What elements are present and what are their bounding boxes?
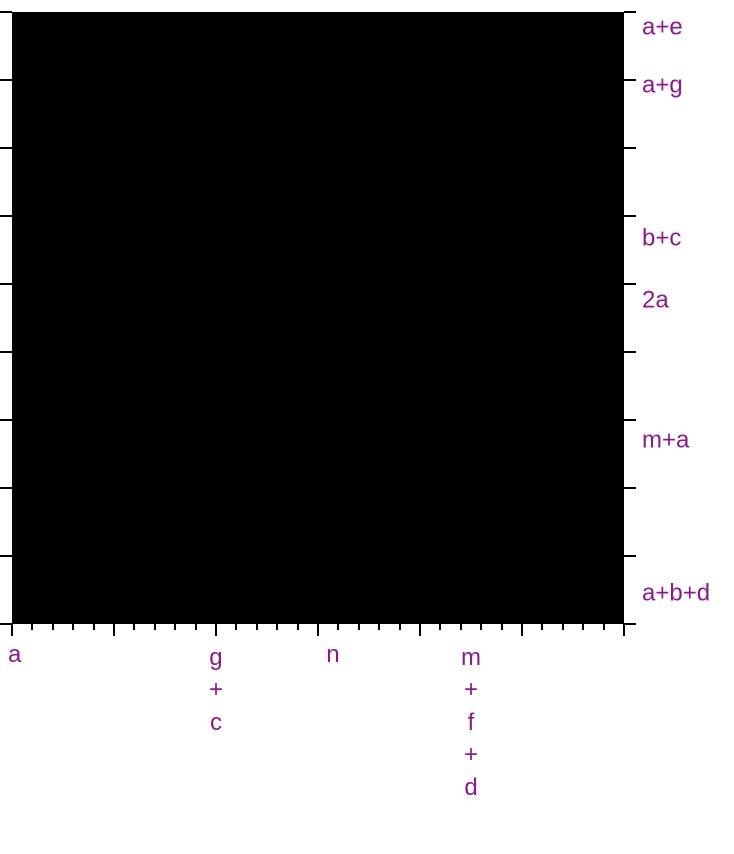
- x-minor-tick: [399, 624, 401, 630]
- y-major-tick-left: [0, 555, 12, 557]
- x-minor-tick: [460, 624, 462, 630]
- x-minor-tick: [582, 624, 584, 630]
- y-tick-label: 2a: [642, 287, 669, 312]
- y-major-tick-left: [0, 351, 12, 353]
- x-major-tick: [419, 624, 421, 636]
- y-major-tick-left: [0, 623, 12, 625]
- x-major-tick: [521, 624, 523, 636]
- plot-area: [12, 12, 624, 624]
- y-tick-label: m+a: [642, 428, 689, 453]
- x-tick-label: n: [326, 642, 339, 667]
- x-tick-label: a: [8, 642, 21, 667]
- y-major-tick-left: [0, 147, 12, 149]
- y-major-tick-right: [624, 351, 636, 353]
- x-major-tick: [623, 624, 625, 636]
- x-minor-tick: [93, 624, 95, 630]
- x-minor-tick: [235, 624, 237, 630]
- x-minor-tick: [133, 624, 135, 630]
- x-tick-label: m + f + d: [461, 642, 481, 804]
- y-major-tick-left: [0, 419, 12, 421]
- y-tick-label: a+e: [642, 15, 683, 40]
- x-minor-tick: [378, 624, 380, 630]
- x-minor-tick: [31, 624, 33, 630]
- x-minor-tick: [72, 624, 74, 630]
- y-major-tick-right: [624, 487, 636, 489]
- y-major-tick-right: [624, 79, 636, 81]
- y-major-tick-left: [0, 487, 12, 489]
- x-minor-tick: [603, 624, 605, 630]
- x-minor-tick: [195, 624, 197, 630]
- x-minor-tick: [154, 624, 156, 630]
- x-minor-tick: [358, 624, 360, 630]
- y-major-tick-right: [624, 555, 636, 557]
- x-minor-tick: [541, 624, 543, 630]
- y-tick-label: b+c: [642, 226, 681, 251]
- x-major-tick: [11, 624, 13, 636]
- x-minor-tick: [297, 624, 299, 630]
- x-major-tick: [317, 624, 319, 636]
- y-major-tick-left: [0, 283, 12, 285]
- x-minor-tick: [501, 624, 503, 630]
- y-major-tick-right: [624, 215, 636, 217]
- x-major-tick: [215, 624, 217, 636]
- y-tick-label: a+b+d: [642, 581, 710, 606]
- y-major-tick-right: [624, 419, 636, 421]
- y-tick-label: a+g: [642, 73, 683, 98]
- x-minor-tick: [52, 624, 54, 630]
- x-minor-tick: [276, 624, 278, 630]
- y-major-tick-right: [624, 147, 636, 149]
- x-tick-label: g + c: [209, 642, 223, 739]
- y-major-tick-right: [624, 11, 636, 13]
- x-minor-tick: [337, 624, 339, 630]
- y-major-tick-left: [0, 11, 12, 13]
- y-major-tick-right: [624, 623, 636, 625]
- x-minor-tick: [439, 624, 441, 630]
- y-major-tick-right: [624, 283, 636, 285]
- x-minor-tick: [174, 624, 176, 630]
- y-major-tick-left: [0, 215, 12, 217]
- x-major-tick: [113, 624, 115, 636]
- y-major-tick-left: [0, 79, 12, 81]
- x-minor-tick: [480, 624, 482, 630]
- x-minor-tick: [562, 624, 564, 630]
- x-minor-tick: [256, 624, 258, 630]
- figure: a g + c n m + f + d a+e a+g b+c 2a m+a a+b+d: [0, 0, 734, 854]
